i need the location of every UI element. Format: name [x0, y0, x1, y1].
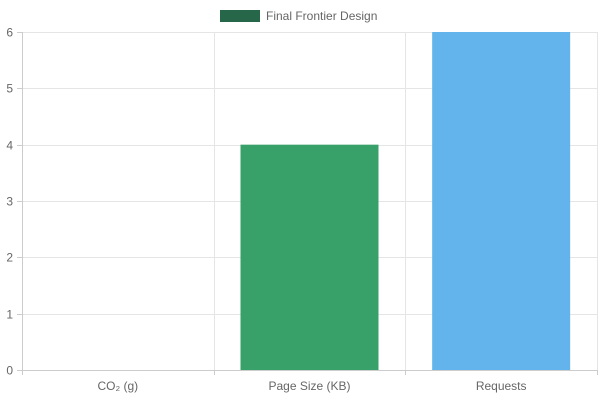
y-axis-ticks: 0 1 2 3 4 5 6 — [6, 26, 22, 378]
axes — [22, 32, 597, 375]
x-category-label: CO₂ (g) — [97, 379, 138, 393]
legend-label: Final Frontier Design — [266, 9, 377, 23]
x-axis-categories: CO₂ (g) Page Size (KB) Requests — [97, 370, 598, 393]
y-tick-label: 1 — [6, 308, 13, 322]
y-tick-label: 3 — [6, 195, 13, 209]
bar-1[interactable] — [240, 144, 379, 370]
legend-swatch — [220, 10, 260, 22]
y-tick-label: 6 — [6, 26, 13, 40]
y-tick-label: 4 — [6, 139, 13, 153]
x-category-label: Requests — [476, 379, 527, 393]
x-category-label: Page Size (KB) — [268, 379, 350, 393]
y-tick-label: 0 — [6, 364, 13, 378]
bars — [240, 32, 571, 370]
bar-2[interactable] — [432, 32, 571, 370]
y-tick-label: 5 — [6, 82, 13, 96]
legend[interactable]: Final Frontier Design — [220, 9, 377, 23]
y-tick-label: 2 — [6, 251, 13, 265]
